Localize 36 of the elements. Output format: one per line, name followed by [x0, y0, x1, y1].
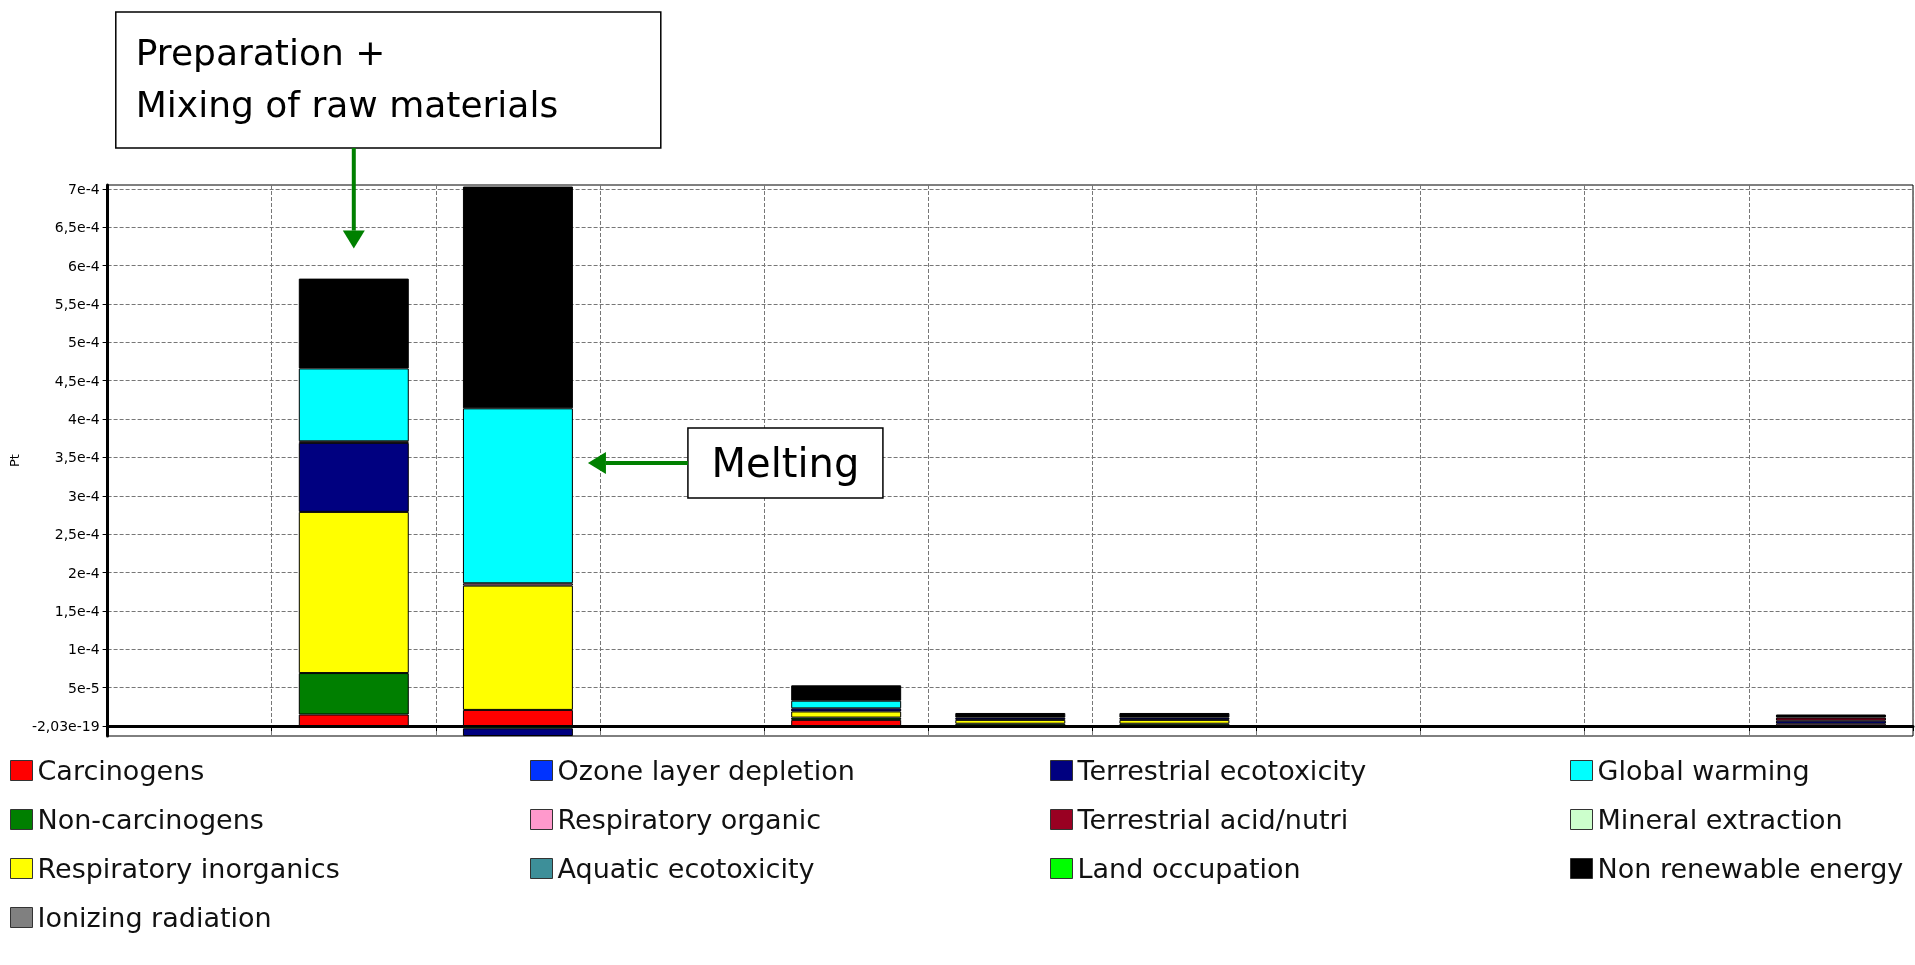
legend-label: Global warming — [1597, 755, 1810, 786]
y-tick-label: -2,03e-19 — [31, 718, 100, 735]
y-tick-label: 3,5e-4 — [54, 449, 100, 466]
legend-label: Non renewable energy — [1597, 853, 1904, 884]
legend-label: Ozone layer depletion — [557, 755, 855, 786]
y-tick-label: 2,5e-4 — [54, 526, 100, 543]
legend-label: Aquatic ecotoxicity — [557, 853, 815, 884]
y-axis-title: Pt — [7, 454, 22, 467]
y-tick-label: 5,5e-4 — [54, 295, 100, 312]
bar — [1119, 712, 1230, 718]
legend-label: Respiratory organic — [557, 804, 822, 835]
legend-label: Mineral extraction — [1597, 804, 1843, 835]
bar — [955, 719, 1066, 724]
bar — [791, 711, 902, 718]
legend-label: Terrestrial ecotoxicity — [1076, 755, 1367, 786]
y-tick-label: 7e-4 — [68, 180, 100, 197]
legend-label: Terrestrial acid/nutri — [1076, 804, 1349, 835]
legend-label: Respiratory inorganics — [37, 853, 340, 884]
y-tick-label: 5e-4 — [68, 334, 100, 351]
bar — [1119, 719, 1230, 724]
y-tick-label: 1,5e-4 — [54, 602, 100, 619]
y-tick-label: 4e-4 — [68, 411, 100, 428]
y-tick-label: 4,5e-4 — [54, 372, 100, 389]
text: Preparation + Mixing of raw materials — [135, 31, 559, 125]
y-tick-label: 3e-4 — [68, 487, 100, 504]
legend-label: Carcinogens — [37, 755, 205, 786]
legend-label: Non-carcinogens — [37, 804, 264, 835]
y-tick-label: 1e-4 — [68, 641, 100, 658]
y-tick-label: 2e-4 — [68, 564, 100, 581]
y-tick-label: 5e-5 — [68, 679, 100, 696]
bar — [955, 712, 1066, 718]
legend-label: Ionizing radiation — [37, 902, 272, 933]
y-tick-label: 6,5e-4 — [54, 219, 100, 236]
y-tick-label: 6e-4 — [68, 257, 100, 274]
legend-label: Land occupation — [1077, 853, 1301, 884]
annotation: Melting — [711, 440, 860, 486]
